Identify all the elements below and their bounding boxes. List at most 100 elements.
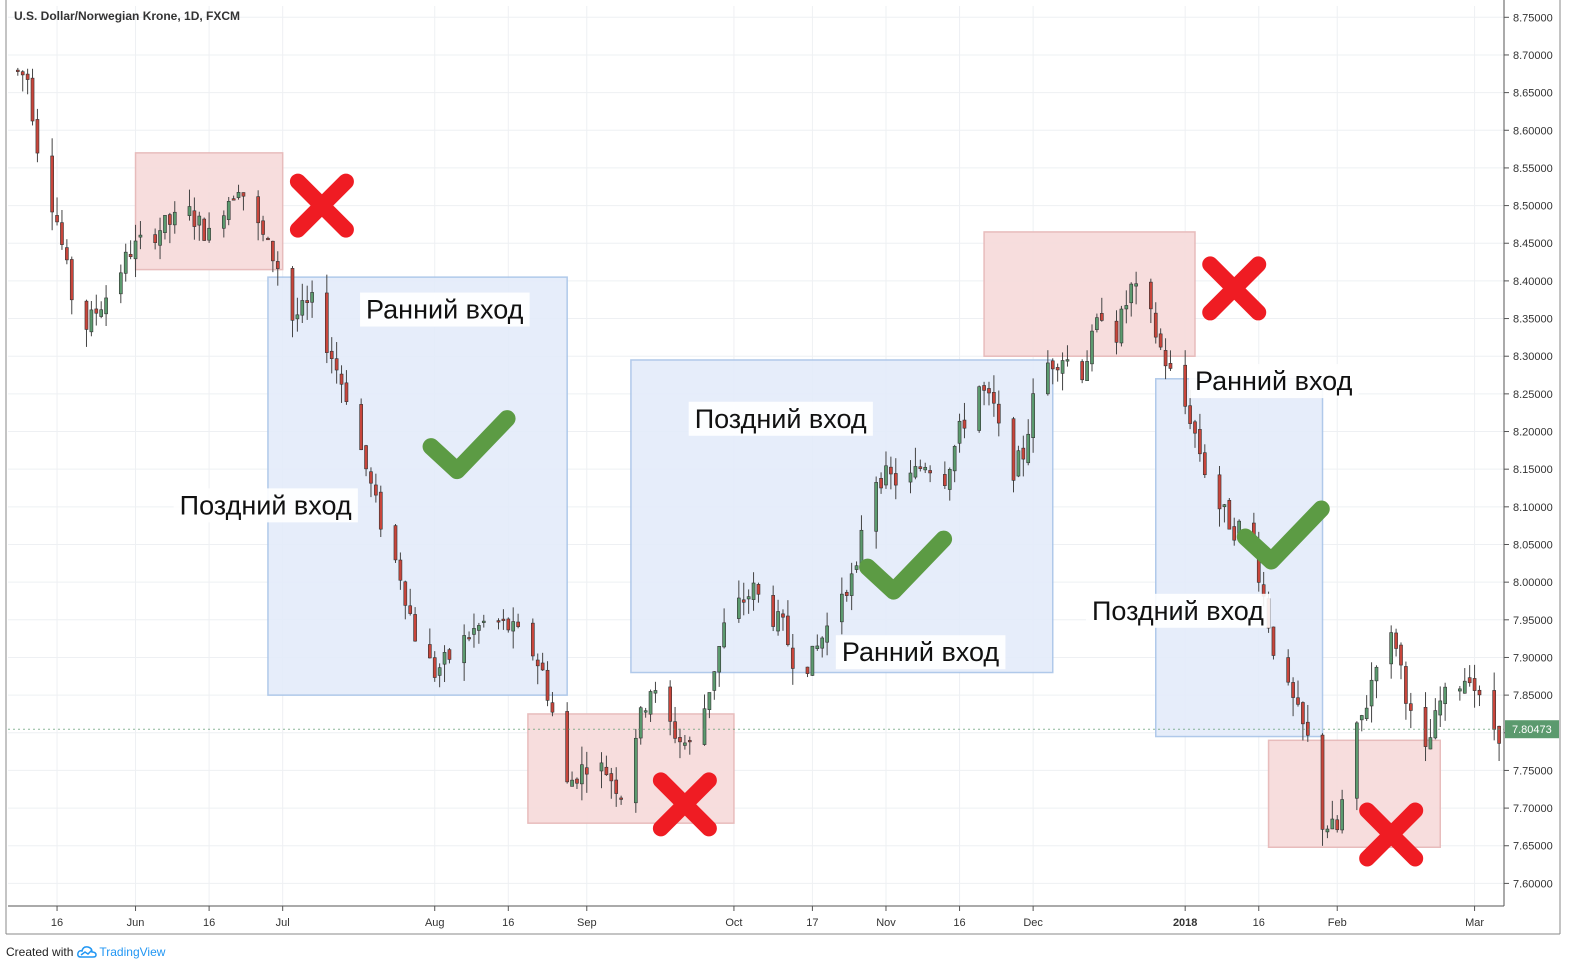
bull-candle (1134, 271, 1138, 305)
bull-candle (1462, 668, 1467, 694)
bull-candle (99, 301, 104, 319)
annotation-backdrop (1188, 364, 1359, 399)
candle-body (1443, 686, 1447, 705)
candle-body (717, 646, 722, 673)
bear-candle (1291, 677, 1295, 717)
bear-candle (496, 618, 501, 630)
candle-body (275, 261, 280, 269)
candle-body (1364, 707, 1369, 720)
candle-body (1153, 312, 1158, 338)
bear-candle (1399, 642, 1403, 680)
candle-body (1227, 500, 1232, 530)
candle-body (1286, 657, 1291, 683)
annotation-label-2: Поздний вход (695, 404, 867, 434)
candle-body (158, 230, 162, 246)
bear-candle (687, 736, 692, 755)
bull-candle (1090, 324, 1094, 372)
candle-body (565, 711, 569, 783)
candle-body (123, 251, 128, 274)
candle-body (1085, 361, 1089, 381)
candle-body (737, 597, 741, 619)
candle-body (1467, 677, 1472, 684)
candle-body (957, 420, 962, 444)
bull-candle (825, 612, 829, 656)
candle-body (1050, 360, 1055, 370)
y-tick-label: 7.65000 (1513, 841, 1553, 853)
zone-annotations: Ранний вход Поздний вход Поздний вход Ранни… (173, 292, 1359, 670)
y-tick-label: 7.60000 (1513, 878, 1553, 890)
bear-candle (408, 588, 413, 616)
bull-candle (849, 562, 854, 611)
bull-candle (300, 283, 305, 324)
annotation-label-3: Ранний вход (842, 637, 1000, 667)
candle-body (138, 234, 143, 238)
bull-candle (1359, 714, 1364, 732)
candle-body (1183, 364, 1188, 407)
candle-body (236, 192, 241, 198)
candle-body (295, 314, 300, 320)
candle-body (393, 525, 398, 561)
bear-candle (575, 777, 579, 789)
bear-candle (962, 402, 967, 439)
y-tick-label: 8.60000 (1513, 125, 1553, 137)
candle-body (859, 529, 864, 565)
bear-candle (378, 485, 383, 538)
candle-body (874, 482, 878, 532)
candle-body (344, 382, 349, 402)
bear-candle (447, 648, 452, 664)
y-tick-label: 8.45000 (1513, 238, 1553, 250)
bull-candle (776, 599, 780, 636)
bull-candle (89, 301, 94, 337)
candle-body (1389, 632, 1394, 665)
candle-body (1369, 679, 1374, 707)
bull-candle (1458, 685, 1462, 701)
candle-body (947, 468, 952, 490)
candle-body (374, 484, 378, 496)
candle-body (300, 300, 305, 316)
candle-body (790, 647, 795, 669)
bull-candle (570, 771, 574, 787)
candle-body (496, 620, 501, 623)
candle-body (1129, 283, 1134, 304)
bull-candle (908, 460, 913, 494)
candle-body (516, 621, 520, 627)
candle-body (1232, 526, 1237, 541)
bear-candle (428, 628, 432, 659)
candle-body (1271, 626, 1276, 656)
bear-candle (359, 398, 363, 451)
bear-candle (889, 456, 893, 490)
bull-candle (717, 645, 722, 687)
candle-body (840, 593, 844, 623)
bull-candle (1340, 789, 1344, 834)
bull-candle (1428, 718, 1433, 750)
candle-body (172, 211, 177, 226)
bull-candle (1438, 686, 1443, 727)
bull-candle (1026, 419, 1031, 466)
candle-body (1060, 360, 1065, 374)
candle-body (540, 662, 545, 671)
bull-candle (1016, 445, 1021, 478)
candle-body (408, 605, 413, 614)
bear-candle (1050, 358, 1055, 385)
bull-candle (722, 608, 726, 649)
bear-candle (339, 365, 344, 403)
bull-candle (634, 728, 638, 813)
bear-candle (786, 600, 790, 647)
bear-candle (584, 751, 589, 793)
bear-candle (329, 337, 334, 374)
bear-candle (1335, 815, 1340, 833)
bear-candle (996, 390, 1001, 437)
y-tick-label: 8.15000 (1513, 464, 1553, 476)
tradingview-logo[interactable]: TradingView (77, 945, 165, 959)
bear-candle (1021, 435, 1026, 477)
candle-body (35, 119, 40, 154)
bear-candle (1158, 328, 1163, 351)
y-tick-label: 8.70000 (1513, 50, 1553, 62)
bear-candle (614, 767, 619, 807)
candle-body (1320, 734, 1325, 830)
bear-candle (305, 285, 310, 320)
bear-candle (65, 239, 69, 265)
candle-body (25, 73, 30, 80)
bull-candle (1222, 503, 1227, 523)
